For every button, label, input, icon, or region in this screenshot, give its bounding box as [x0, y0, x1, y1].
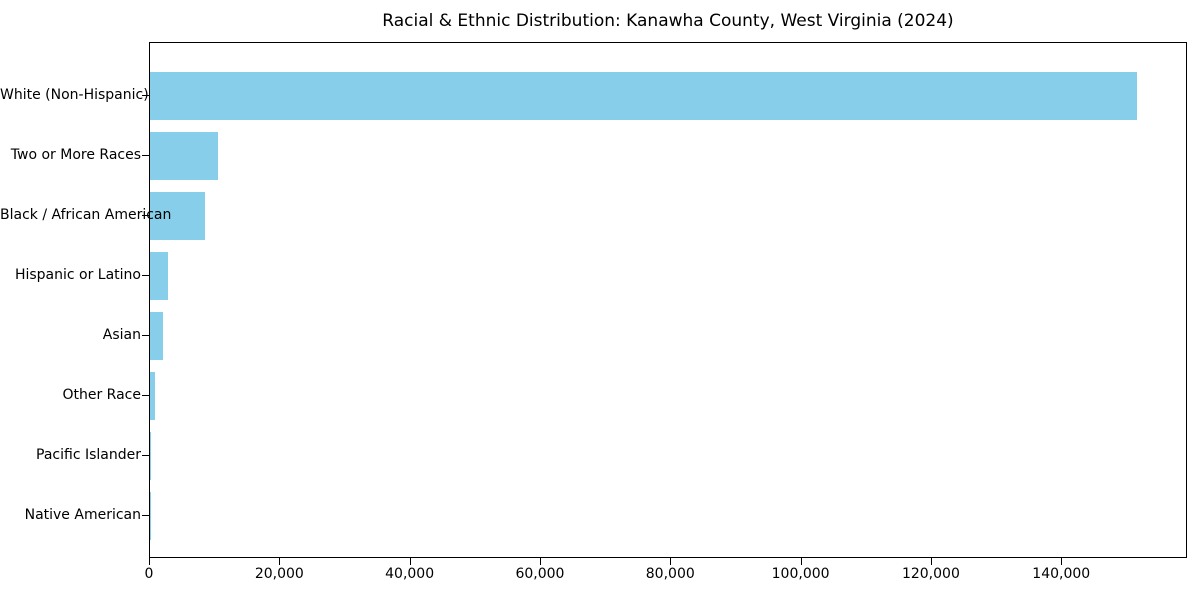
- y-axis-label: Native American: [24, 507, 141, 523]
- bar-hispanic-or-latino: [150, 252, 168, 300]
- y-axis-label: Black / African American: [0, 207, 172, 223]
- bar-black-african-american: [150, 192, 206, 240]
- y-axis-label: Two or More Races: [10, 147, 141, 163]
- y-tick-mark: [142, 515, 149, 516]
- bar-pacific-islander: [150, 432, 151, 480]
- x-tick-mark: [800, 558, 802, 565]
- x-tick-mark: [1061, 558, 1063, 565]
- x-tick-mark: [930, 558, 932, 565]
- bar-asian: [150, 312, 163, 360]
- y-axis-label: White (Non-Hispanic): [0, 87, 149, 103]
- x-axis-label: 140,000: [1032, 566, 1091, 582]
- y-tick-mark: [142, 155, 149, 156]
- chart-title: Racial & Ethnic Distribution: Kanawha Co…: [382, 11, 954, 31]
- bar-white-non-hispanic: [150, 72, 1138, 120]
- y-axis-label: Asian: [102, 327, 141, 343]
- x-tick-mark: [149, 558, 150, 565]
- plot-area: [149, 42, 1187, 558]
- x-axis-label: 40,000: [385, 566, 435, 582]
- bar-other-race: [150, 372, 156, 420]
- y-tick-mark: [142, 395, 149, 396]
- x-axis-label: 20,000: [254, 566, 304, 582]
- x-axis-label: 60,000: [515, 566, 565, 582]
- y-tick-mark: [142, 95, 149, 96]
- y-axis-label: Hispanic or Latino: [14, 267, 141, 283]
- y-axis-label: Pacific Islander: [36, 447, 141, 463]
- y-axis-label: Other Race: [62, 387, 141, 403]
- x-axis-label: 100,000: [771, 566, 830, 582]
- x-tick-mark: [409, 558, 411, 565]
- y-tick-mark: [142, 335, 149, 336]
- y-tick-mark: [142, 455, 149, 456]
- x-tick-mark: [539, 558, 541, 565]
- y-tick-mark: [142, 215, 149, 216]
- x-axis-label: 80,000: [645, 566, 695, 582]
- x-tick-mark: [279, 558, 281, 565]
- bar-two-or-more-races: [150, 132, 219, 180]
- y-tick-mark: [142, 275, 149, 276]
- x-tick-mark: [670, 558, 672, 565]
- x-axis-label: 120,000: [901, 566, 960, 582]
- x-axis-label: 0: [144, 566, 154, 582]
